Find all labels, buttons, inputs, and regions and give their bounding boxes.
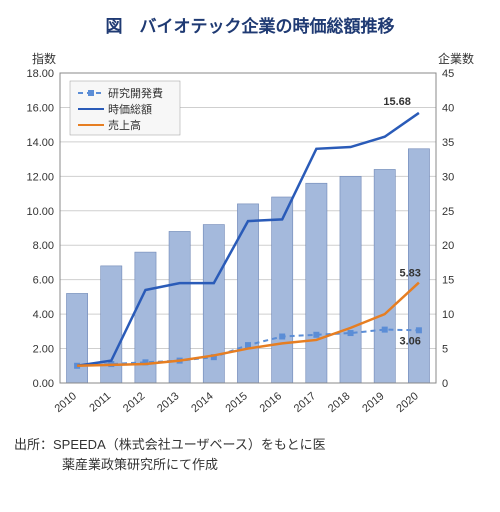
svg-text:企業数: 企業数 [438, 51, 474, 66]
svg-text:時価総額: 時価総額 [108, 102, 152, 116]
svg-text:40: 40 [442, 102, 454, 114]
svg-text:2017: 2017 [292, 390, 318, 415]
svg-text:8.00: 8.00 [33, 240, 54, 252]
svg-text:10.00: 10.00 [26, 206, 54, 218]
svg-text:15: 15 [442, 275, 454, 287]
svg-text:45: 45 [442, 68, 454, 80]
svg-text:5.83: 5.83 [399, 268, 420, 280]
svg-text:12.00: 12.00 [26, 171, 54, 183]
source-line2: 薬産業政策研究所にて作成 [14, 455, 490, 475]
svg-text:6.00: 6.00 [33, 275, 54, 287]
svg-text:5: 5 [442, 344, 448, 356]
svg-text:2018: 2018 [326, 390, 352, 415]
combo-chart: 0.00 2.00 4.00 6.00 8.00 10.00 12.00 14.00 16.00… [10, 45, 480, 425]
svg-text:10: 10 [442, 309, 454, 321]
svg-text:2011: 2011 [87, 390, 113, 414]
source-text: 出所：SPEEDA（株式会社ユーザベース）をもとに医 薬産業政策研究所にて作成 [10, 435, 490, 474]
svg-text:2.00: 2.00 [33, 344, 54, 356]
svg-text:2010: 2010 [53, 390, 79, 415]
svg-text:2012: 2012 [121, 390, 147, 415]
chart-container: 0.00 2.00 4.00 6.00 8.00 10.00 12.00 14.00 16.00… [10, 45, 480, 425]
svg-text:30: 30 [442, 171, 454, 183]
svg-text:25: 25 [442, 206, 454, 218]
chart-title: 図 バイオテック企業の時価総額推移 [10, 12, 490, 37]
svg-text:2020: 2020 [394, 390, 420, 415]
svg-text:20: 20 [442, 240, 454, 252]
svg-text:指数: 指数 [32, 51, 56, 66]
svg-text:3.06: 3.06 [399, 335, 420, 347]
svg-text:16.00: 16.00 [26, 102, 54, 114]
svg-text:18.00: 18.00 [26, 68, 54, 80]
svg-text:2016: 2016 [258, 390, 284, 415]
svg-text:35: 35 [442, 137, 454, 149]
source-line1: 出所：SPEEDA（株式会社ユーザベース）をもとに医 [14, 435, 490, 455]
svg-text:2015: 2015 [223, 390, 249, 415]
svg-text:2013: 2013 [155, 390, 181, 415]
svg-text:0: 0 [442, 378, 448, 390]
svg-text:0.00: 0.00 [33, 378, 54, 390]
svg-text:4.00: 4.00 [33, 309, 54, 321]
svg-text:研究開発費: 研究開発費 [108, 86, 163, 100]
svg-text:14.00: 14.00 [26, 137, 54, 149]
svg-text:2019: 2019 [360, 390, 386, 415]
svg-text:売上高: 売上高 [108, 118, 141, 132]
svg-text:15.68: 15.68 [383, 96, 411, 108]
svg-text:2014: 2014 [189, 390, 215, 415]
